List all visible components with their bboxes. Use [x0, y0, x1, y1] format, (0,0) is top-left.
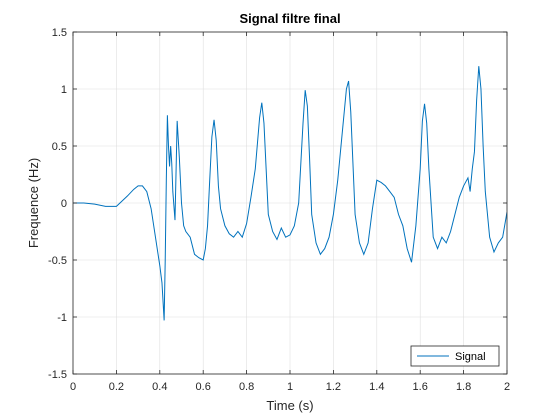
- y-tick-label: -1: [57, 312, 67, 324]
- x-tick-label: 0.4: [152, 381, 167, 393]
- axis-ticks: [72, 31, 508, 375]
- x-tick-label: 1.2: [326, 381, 341, 393]
- legend: Signal: [410, 345, 500, 367]
- y-tick-label: -1.5: [48, 369, 67, 381]
- x-tick-label: 0.8: [239, 381, 254, 393]
- legend-box: [410, 345, 500, 367]
- y-tick-label: 1: [61, 84, 67, 96]
- x-tick-label: 1.6: [413, 381, 428, 393]
- legend-label-signal: Signal: [455, 351, 486, 363]
- x-axis-label: Time (s): [266, 398, 313, 413]
- x-tick-label: 0: [70, 381, 76, 393]
- series-line-signal: [73, 66, 507, 321]
- x-tick-label: 2: [504, 381, 510, 393]
- x-tick-label: 0.2: [109, 381, 124, 393]
- y-tick-label: 1.5: [52, 27, 67, 39]
- x-tick-label: 1.8: [456, 381, 471, 393]
- y-tick-label: 0.5: [52, 141, 67, 153]
- y-tick-label: -0.5: [48, 255, 67, 267]
- x-tick-label: 1: [287, 381, 293, 393]
- x-tick-label: 1.4: [369, 381, 384, 393]
- y-axis-label: Frequence (Hz): [26, 158, 41, 248]
- chart-title: Signal filtre final: [239, 11, 340, 26]
- y-tick-label: 0: [61, 198, 67, 210]
- tick-labels: 0 0.2 0.4 0.6 0.8 1 1.2 1.4 1.6 1.8 2 -1.5 -1 -0.5 0 0.…: [48, 27, 510, 393]
- x-tick-label: 0.6: [196, 381, 211, 393]
